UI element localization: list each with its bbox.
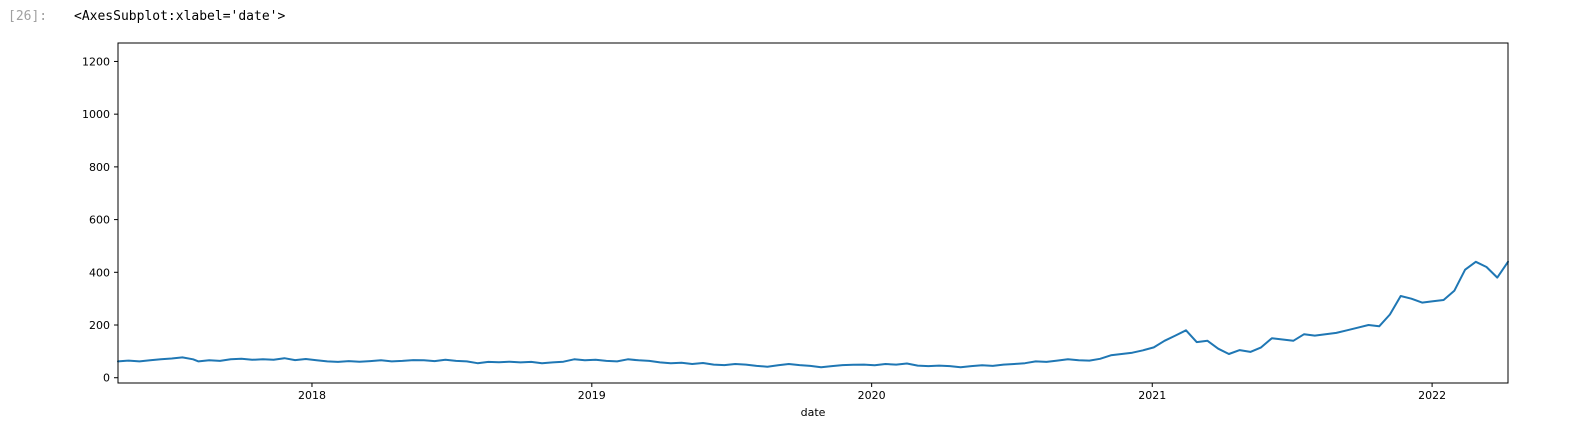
series-line	[117, 260, 1509, 369]
x-axis-title: date	[801, 406, 826, 419]
output-repr-text: <AxesSubplot:xlabel='date'>	[74, 8, 286, 24]
y-tick-label: 1200	[82, 55, 110, 68]
x-tick-label: 2021	[1138, 389, 1166, 402]
y-tick-label: 0	[103, 372, 110, 385]
output-row: [26]: <AxesSubplot:xlabel='date'>	[0, 6, 285, 26]
y-tick-label: 400	[89, 266, 110, 279]
y-tick-label: 1000	[82, 108, 110, 121]
y-tick-label: 200	[89, 319, 110, 332]
x-tick-label: 2022	[1418, 389, 1446, 402]
y-tick-label: 600	[89, 214, 110, 227]
x-axis-ticks: 2018 2019 2020 2021 2022	[298, 383, 1446, 402]
plot-area-frame	[117, 42, 1509, 384]
execution-count-prompt: [26]:	[8, 8, 48, 24]
x-tick-label: 2019	[578, 389, 606, 402]
x-tick-label: 2018	[298, 389, 326, 402]
y-axis-ticks: 0 200 400 600 800 1000 1200	[82, 55, 118, 385]
x-tick-label: 2020	[858, 389, 886, 402]
y-tick-label: 800	[89, 161, 110, 174]
